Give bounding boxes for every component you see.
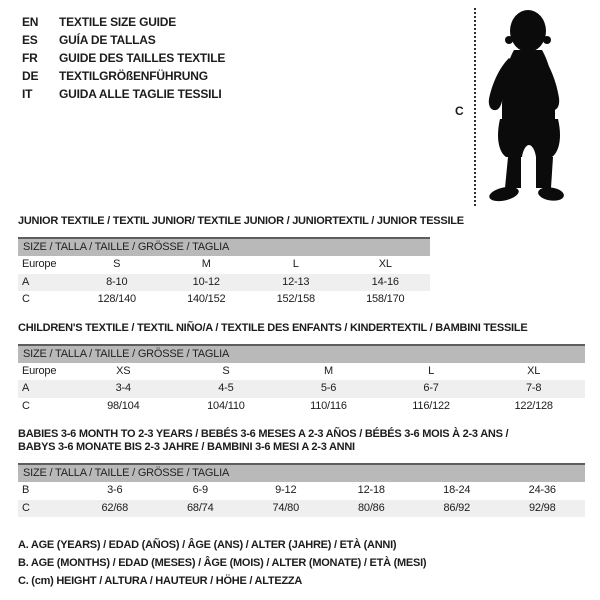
row-label: C: [22, 293, 30, 305]
section-junior: JUNIOR TEXTILE / TEXTIL JUNIOR/ TEXTILE …: [18, 215, 585, 309]
cell-value: L: [292, 258, 299, 270]
cell-value: 9-12: [275, 484, 297, 496]
cell-value: 12-18: [357, 484, 385, 496]
cell-value: 5-6: [320, 382, 337, 394]
cell-value: 4-5: [218, 382, 234, 394]
language-row: ES GUÍA DE TALLAS: [22, 31, 225, 49]
section-title-line: BABIES 3-6 MONTH TO 2-3 YEARS / BEBÉS 3-…: [18, 428, 509, 440]
table-row: C 98/104 104/110 110/116 116/122 122/128: [18, 398, 585, 416]
section-title: CHILDREN'S TEXTILE / TEXTIL NIÑO/A / TEX…: [18, 322, 585, 335]
cell-value: L: [428, 364, 435, 377]
cell-value: 92/98: [528, 501, 556, 514]
cell-value: 68/74: [186, 501, 214, 514]
cell-value: 80/86: [357, 501, 385, 514]
row-label: A: [22, 275, 30, 288]
cell-value: 6-7: [423, 382, 439, 394]
language-row: FR GUIDE DES TAILLES TEXTILE: [22, 49, 225, 67]
table-row: Europe XS S M L XL: [18, 363, 585, 381]
section-title-line: JUNIOR TEXTILE / TEXTIL JUNIOR/ TEXTILE …: [18, 215, 464, 227]
height-measure-label: C: [455, 104, 464, 118]
language-title: GUIDA ALLE TAGLIE TESSILI: [59, 87, 222, 101]
cell-value: 3-4: [115, 382, 132, 394]
cell-value: 3-6: [107, 484, 123, 496]
height-dotted-line: [474, 8, 476, 206]
language-code: IT: [22, 87, 33, 101]
cell-value: 158/170: [366, 293, 405, 305]
cell-value: 110/116: [310, 399, 347, 412]
language-title: GUIDE DES TAILLES TEXTILE: [59, 51, 226, 65]
cell-value: XL: [378, 258, 392, 270]
row-label: C: [22, 501, 30, 514]
cell-value: 152/158: [276, 293, 316, 305]
size-table: SIZE / TALLA / TAILLE / GRÖSSE / TAGLIA E…: [18, 343, 585, 416]
table-size-header: SIZE / TALLA / TAILLE / GRÖSSE / TAGLIA: [18, 237, 430, 256]
language-code: ES: [22, 33, 38, 47]
language-code: FR: [22, 51, 38, 65]
cell-value: 128/140: [97, 293, 137, 305]
cell-value: S: [113, 258, 121, 270]
cell-value: 140/152: [187, 293, 226, 305]
note-line: C. (cm) HEIGHT / ALTURA / HAUTEUR / HÖHE…: [18, 575, 303, 587]
row-label: A: [22, 382, 30, 394]
table-row: C 62/68 68/74 74/80 80/86 86/92 92/98: [18, 499, 585, 517]
cell-value: XS: [116, 364, 131, 377]
baby-silhouette-icon: [488, 10, 564, 202]
language-code: EN: [22, 15, 39, 29]
table-row: Europe S M L XL: [18, 256, 430, 274]
cell-value: 24-36: [528, 484, 556, 496]
section-title-line: CHILDREN'S TEXTILE / TEXTIL NIÑO/A / TEX…: [18, 321, 528, 334]
section-title-line: BABYS 3-6 MONATE BIS 2-3 JAHRE / BAMBINI…: [18, 441, 355, 453]
table-size-header: SIZE / TALLA / TAILLE / GRÖSSE / TAGLIA: [18, 463, 585, 482]
language-row: EN TEXTILE SIZE GUIDE: [22, 13, 225, 31]
footnotes: A. AGE (YEARS) / EDAD (AÑOS) / ÂGE (ANS)…: [18, 536, 427, 590]
section-babies: BABIES 3-6 MONTH TO 2-3 YEARS / BEBÉS 3-…: [18, 428, 585, 517]
language-title: GUÍA DE TALLAS: [59, 33, 156, 47]
cell-value: 122/128: [514, 399, 553, 412]
cell-value: XL: [527, 364, 541, 377]
cell-value: 86/92: [443, 501, 471, 514]
size-table: SIZE / TALLA / TAILLE / GRÖSSE / TAGLIA E…: [18, 237, 430, 309]
cell-value: 74/80: [272, 501, 300, 514]
row-label: C: [22, 399, 30, 412]
section-title: JUNIOR TEXTILE / TEXTIL JUNIOR/ TEXTILE …: [18, 215, 585, 228]
row-label: B: [22, 484, 30, 496]
row-label: Europe: [22, 258, 57, 270]
cell-value: M: [324, 364, 333, 377]
size-table: SIZE / TALLA / TAILLE / GRÖSSE / TAGLIA B…: [18, 463, 585, 517]
cell-value: 18-24: [443, 484, 471, 496]
note-line: B. AGE (MONTHS) / EDAD (MESES) / ÂGE (MO…: [18, 557, 427, 569]
cell-value: 12-13: [282, 275, 310, 288]
row-label: Europe: [22, 364, 57, 377]
cell-value: 6-9: [192, 484, 209, 496]
table-size-header: SIZE / TALLA / TAILLE / GRÖSSE / TAGLIA: [18, 343, 585, 363]
cell-value: 10-12: [192, 275, 220, 288]
table-row: B 3-6 6-9 9-12 12-18 18-24 24-36: [18, 482, 585, 500]
cell-value: 62/68: [101, 501, 129, 514]
note-line: A. AGE (YEARS) / EDAD (AÑOS) / ÂGE (ANS)…: [18, 539, 397, 551]
language-row: IT GUIDA ALLE TAGLIE TESSILI: [22, 85, 225, 103]
cell-value: 98/104: [107, 399, 140, 412]
language-title-list: EN TEXTILE SIZE GUIDE ES GUÍA DE TALLAS FR GU…: [22, 13, 225, 103]
table-row: C 128/140 140/152 152/158 158/170: [18, 291, 430, 309]
cell-value: 7-8: [526, 382, 542, 394]
table-row: A 3-4 4-5 5-6 6-7 7-8: [18, 380, 585, 398]
cell-value: 14-16: [371, 275, 399, 288]
cell-value: M: [201, 258, 211, 270]
language-row: DE TEXTILGRÖßENFÜHRUNG: [22, 67, 225, 85]
size-sections: JUNIOR TEXTILE / TEXTIL JUNIOR/ TEXTILE …: [18, 215, 585, 530]
section-title: BABIES 3-6 MONTH TO 2-3 YEARS / BEBÉS 3-…: [18, 428, 585, 454]
cell-value: S: [222, 364, 230, 377]
section-children: CHILDREN'S TEXTILE / TEXTIL NIÑO/A / TEX…: [18, 322, 585, 416]
cell-value: 104/110: [207, 399, 245, 412]
language-title: TEXTILGRÖßENFÜHRUNG: [59, 69, 208, 83]
language-code: DE: [22, 69, 39, 83]
language-title: TEXTILE SIZE GUIDE: [59, 15, 177, 29]
table-row: A 8-10 10-12 12-13 14-16: [18, 273, 430, 291]
cell-value: 116/122: [412, 399, 450, 412]
cell-value: 8-10: [106, 275, 128, 288]
